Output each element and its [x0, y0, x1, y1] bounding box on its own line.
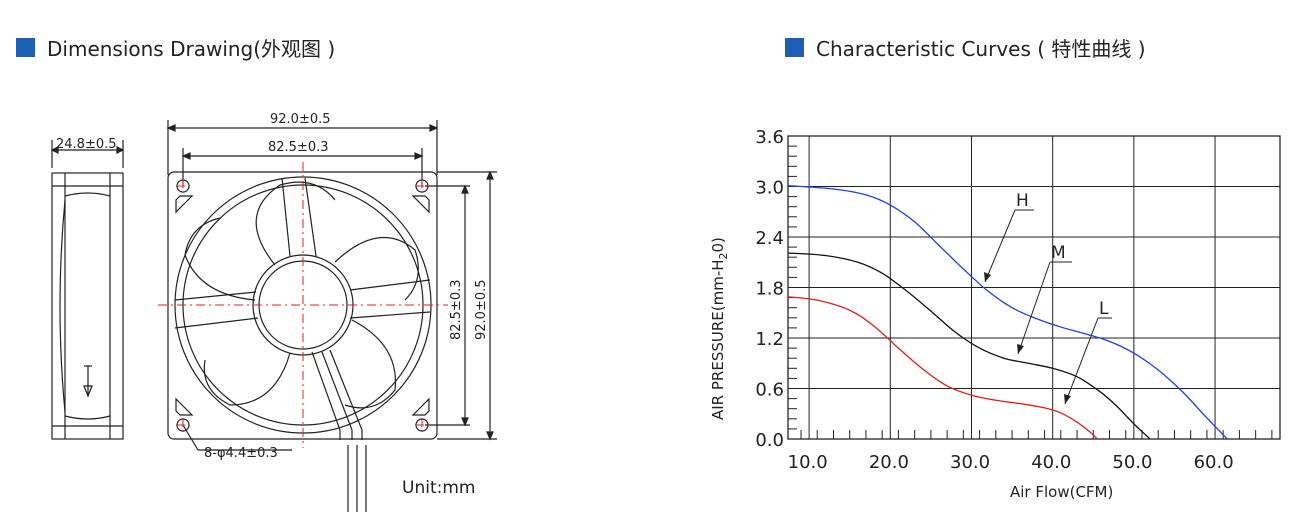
- overall-width-dim: 92.0±0.5: [270, 112, 331, 127]
- fan-side-view: [50, 140, 125, 440]
- characteristic-chart: 10.0 20.0 30.0 40.0 50.0 60.0 0.0 0.6 1.2 1.8 2.4…: [709, 127, 1281, 501]
- x-tick-label: 20.0: [869, 452, 909, 473]
- series-line-M: [787, 252, 1151, 440]
- dimensions-heading-text: Dimensions Drawing(外观图 ): [47, 37, 336, 61]
- y-tick-label: 0.0: [755, 430, 784, 451]
- hole-spacing-height-dim: 82.5±0.3: [449, 279, 464, 340]
- fan-front-view: [166, 120, 497, 512]
- unit-label: Unit:mm: [402, 478, 475, 498]
- x-tick-label: 50.0: [1112, 452, 1152, 473]
- x-tick-label: 60.0: [1194, 452, 1234, 473]
- y-tick-label: 1.8: [755, 279, 784, 300]
- x-tick-label: 30.0: [950, 452, 990, 473]
- series-line-L: [787, 296, 1098, 440]
- x-tick-label: 10.0: [788, 452, 828, 473]
- overall-height-dim: 92.0±0.5: [474, 279, 489, 340]
- y-tick-labels: 0.0 0.6 1.2 1.8 2.4 3.0 3.6: [755, 127, 784, 451]
- y-tick-label: 2.4: [755, 228, 784, 249]
- holes-dim: 8-φ4.4±0.3: [204, 446, 278, 461]
- series-line-H: [787, 185, 1228, 440]
- chart-heading-text: Characteristic Curves ( 特性曲线 ): [816, 37, 1146, 61]
- x-tick-labels: 10.0 20.0 30.0 40.0 50.0 60.0: [788, 452, 1234, 473]
- y-tick-label: 0.6: [755, 380, 784, 401]
- thickness-dim: 24.8±0.5: [56, 137, 117, 152]
- hole-spacing-width-dim: 82.5±0.3: [268, 140, 329, 155]
- centerlines: [158, 162, 448, 448]
- chart-heading: Characteristic Curves ( 特性曲线 ): [785, 33, 1146, 62]
- heading-square-icon: [16, 38, 35, 57]
- heading-square-icon: [785, 38, 804, 57]
- dimensions-heading: Dimensions Drawing(外观图 ): [16, 33, 335, 62]
- y-axis-label: AIR PRESSURE(mm-H20): [709, 237, 730, 420]
- chart-grid: [787, 135, 1281, 440]
- y-tick-label: 3.6: [755, 127, 784, 148]
- y-tick-label: 3.0: [755, 178, 784, 199]
- chart-series: [787, 185, 1228, 440]
- x-axis-label: Air Flow(CFM): [1010, 483, 1113, 501]
- curve-label-M: M: [1051, 243, 1066, 263]
- x-tick-label: 40.0: [1031, 452, 1071, 473]
- y-tick-label: 1.2: [755, 329, 784, 350]
- curve-label-H: H: [1016, 191, 1029, 211]
- curve-label-L: L: [1099, 299, 1109, 319]
